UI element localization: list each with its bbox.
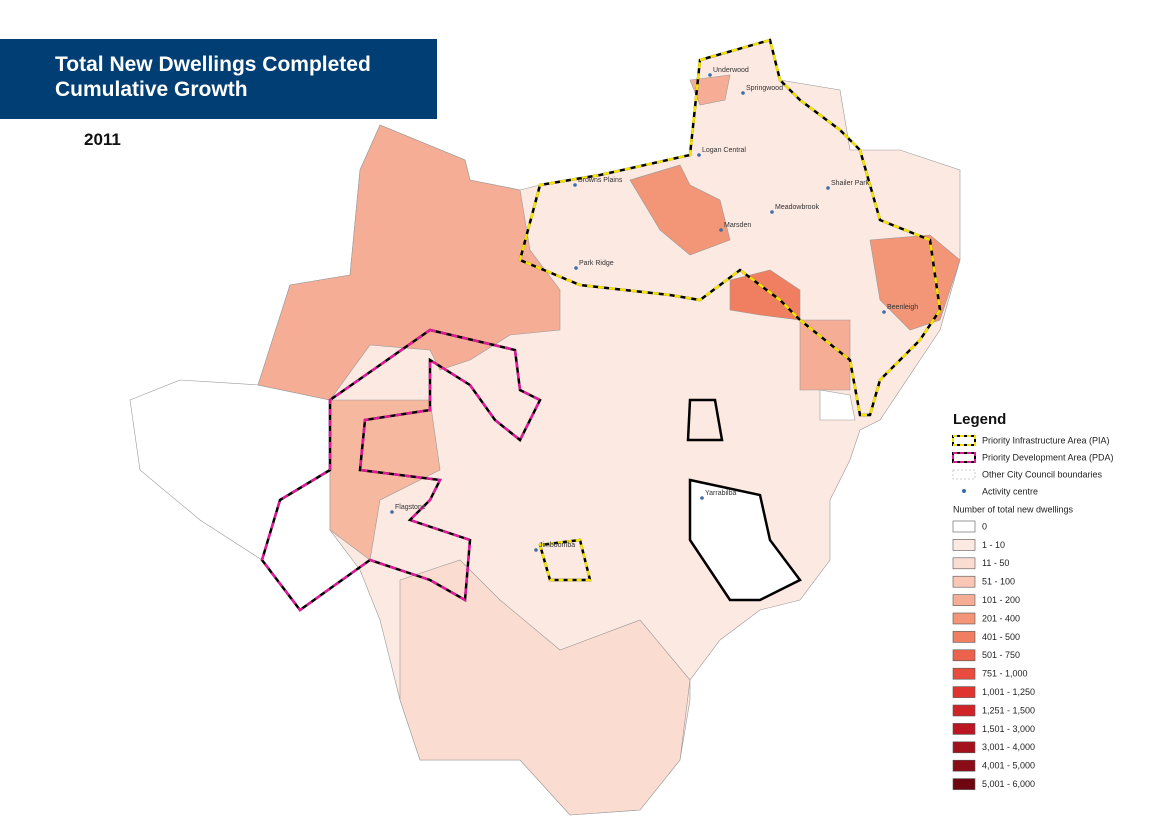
year: 2011 [84, 130, 121, 149]
region-west [257, 124, 561, 401]
place-label: Shailer Park [831, 180, 870, 187]
class-swatch [952, 539, 976, 551]
class-label: 1 - 10 [982, 540, 1005, 550]
activity-centres: Underwood Springwood Logan Central Browns P… [390, 67, 918, 552]
place-label: Meadowbrook [775, 204, 819, 211]
class-label: 1,501 - 3,000 [982, 724, 1035, 734]
class-swatch [952, 520, 976, 533]
class-swatch [952, 649, 976, 662]
pia-symbol-dash [952, 435, 976, 446]
class-label: 1,251 - 1,500 [982, 705, 1035, 715]
place-label: Logan Central [702, 147, 746, 154]
title-line: Total New Dwellings Completed [55, 53, 371, 76]
activity-dot [534, 548, 538, 552]
class-label: 201 - 400 [982, 613, 1020, 623]
map [129, 39, 961, 816]
place-label: Underwood [713, 67, 749, 74]
activity-dot [770, 210, 774, 214]
legend-classes-title: Number of total new dwellings [953, 504, 1074, 514]
activity-symbol [962, 489, 966, 493]
legend-item: Other City Council boundaries [982, 469, 1103, 479]
class-label: 101 - 200 [982, 595, 1020, 605]
legend-title: Legend [953, 411, 1006, 428]
class-label: 501 - 750 [982, 650, 1020, 660]
activity-dot [390, 510, 394, 514]
class-swatch [952, 612, 976, 625]
region-se [799, 319, 851, 391]
pda-symbol-dash [952, 452, 976, 463]
activity-dot [708, 73, 712, 77]
class-swatch [952, 667, 976, 680]
class-label: 11 - 50 [982, 558, 1009, 568]
legend-item: Priority Infrastructure Area (PIA) [982, 435, 1110, 445]
pda-dash [260, 328, 542, 612]
legend: Legend Number of total new dwellings Pri… [952, 411, 1114, 790]
class-swatch [952, 759, 976, 772]
class-swatch [952, 557, 976, 570]
place-label: Marsden [724, 222, 751, 229]
class-swatch [952, 741, 976, 754]
pia-dash [518, 38, 942, 417]
class-swatch [952, 575, 976, 588]
pda-yarrabilba [688, 478, 802, 602]
class-label: 401 - 500 [982, 632, 1020, 642]
place-label: Park Ridge [579, 260, 614, 267]
class-label: 51 - 100 [982, 577, 1015, 587]
place-label: Browns Plains [578, 177, 623, 184]
pia-jimboomba-dash [538, 538, 592, 582]
council-symbol [952, 469, 976, 480]
activity-dot [573, 183, 577, 187]
pia-symbol [952, 435, 976, 446]
legend-item: Activity centre [982, 486, 1038, 496]
place-label: Yarrabilba [705, 490, 736, 497]
class-swatch [952, 723, 976, 735]
title-banner [0, 39, 437, 119]
class-label: 4,001 - 5,000 [982, 761, 1035, 771]
title-line: Cumulative Growth [55, 78, 248, 101]
legend-item: Priority Development Area (PDA) [982, 452, 1114, 462]
place-label: Springwood [746, 85, 783, 92]
region-marsden [629, 164, 731, 256]
activity-dot [719, 228, 723, 232]
activity-dot [882, 310, 886, 314]
class-swatch [952, 778, 976, 790]
pda-symbol [952, 452, 976, 463]
class-swatch [952, 704, 976, 717]
region-beenleigh [869, 234, 961, 331]
place-label: Beenleigh [887, 304, 918, 311]
activity-dot [697, 153, 701, 157]
class-swatch [952, 631, 976, 643]
activity-dot [574, 266, 578, 270]
region-zero-2 [819, 389, 856, 421]
class-label: 5,001 - 6,000 [982, 779, 1035, 789]
class-swatch [952, 686, 976, 698]
class-label: 1,001 - 1,250 [982, 687, 1035, 697]
activity-dot [700, 496, 704, 500]
class-label: 751 - 1,000 [982, 669, 1028, 679]
boundaries [260, 38, 942, 612]
pia-small [686, 398, 724, 442]
activity-dot [826, 186, 830, 190]
region-south [399, 559, 691, 816]
class-label: 3,001 - 4,000 [982, 742, 1035, 752]
class-swatch [952, 594, 976, 606]
activity-dot [741, 91, 745, 95]
place-label: Jimboomba [539, 542, 575, 549]
place-label: Flagstone [395, 504, 426, 511]
class-label: 0 [982, 521, 987, 531]
